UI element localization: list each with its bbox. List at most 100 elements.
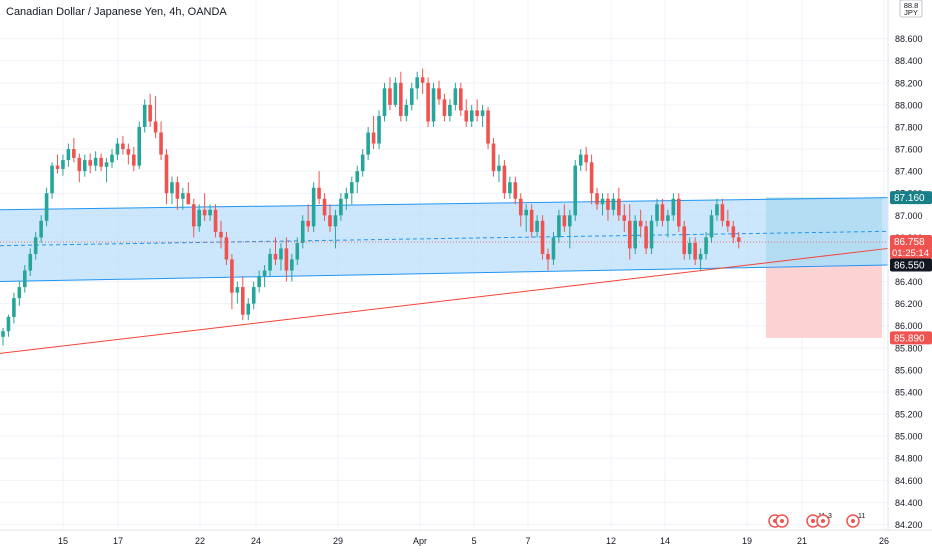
currency-badge: 88.8 JPY xyxy=(899,0,923,18)
candle-body xyxy=(366,132,370,155)
time-tick-label: 29 xyxy=(333,536,343,546)
stop-loss-price-label: 85.890 xyxy=(890,331,932,345)
time-tick-label: Apr xyxy=(413,536,427,546)
candle-body xyxy=(33,237,38,254)
candle-body xyxy=(224,237,229,260)
candle-body xyxy=(284,248,289,271)
price-tick-label: 85.600 xyxy=(895,365,923,375)
candle-body xyxy=(529,209,534,232)
candle-body xyxy=(448,104,452,116)
candle-body xyxy=(568,215,572,227)
candle-body xyxy=(306,220,310,227)
price-tick-label: 87.000 xyxy=(895,211,923,221)
candle-body xyxy=(409,88,414,105)
candle-body xyxy=(453,88,458,105)
candle-body xyxy=(17,287,22,299)
candle-body xyxy=(442,99,447,116)
candle-body xyxy=(617,198,621,216)
time-tick-label: 22 xyxy=(195,536,205,546)
price-tick-label: 87.800 xyxy=(895,122,923,132)
candle-body xyxy=(77,157,82,172)
candle-body xyxy=(213,209,218,232)
event-icon-2[interactable] xyxy=(775,514,789,528)
time-tick-label: 21 xyxy=(797,536,807,546)
svg-text:86.758: 86.758 xyxy=(894,237,925,248)
candle-body xyxy=(99,157,103,167)
candles xyxy=(1,68,741,346)
candle-body xyxy=(28,253,33,271)
event-icons[interactable]: 11 3 11 xyxy=(768,513,865,528)
candle-body xyxy=(393,82,398,105)
event-icon-5[interactable]: 11 xyxy=(846,513,865,528)
candle-body xyxy=(622,215,627,221)
candle-body xyxy=(377,115,381,144)
candle-body xyxy=(235,287,240,293)
candle-body xyxy=(186,193,191,205)
candle-body xyxy=(175,182,180,199)
candle-body xyxy=(644,226,648,249)
currency-badge-price: 88.8 xyxy=(904,1,919,10)
channel-upper-line xyxy=(0,197,889,211)
candle-body xyxy=(513,182,518,199)
price-tick-label: 88.200 xyxy=(895,78,923,88)
candle-body xyxy=(1,331,5,337)
candle-body xyxy=(584,154,588,163)
candle-body xyxy=(355,171,360,183)
price-tick-label: 84.800 xyxy=(895,454,923,464)
candle-body xyxy=(197,209,201,227)
candle-body xyxy=(311,187,316,227)
candle-body xyxy=(279,248,283,260)
candle-body xyxy=(388,88,392,105)
candle-body xyxy=(191,204,196,227)
candle-body xyxy=(339,198,343,216)
candle-body xyxy=(82,160,87,172)
candle-body xyxy=(437,88,441,100)
price-tick-label: 87.400 xyxy=(895,167,923,177)
candle-body xyxy=(268,253,272,271)
price-tick-label: 85.400 xyxy=(895,387,923,397)
candle-body xyxy=(704,237,708,254)
candle-body xyxy=(262,270,267,277)
currency-badge-code: JPY xyxy=(904,8,918,17)
trendline[interactable] xyxy=(0,247,889,354)
price-tick-label: 84.400 xyxy=(895,498,923,508)
candle-body xyxy=(170,182,174,194)
candle-body xyxy=(181,193,185,199)
svg-text:85.890: 85.890 xyxy=(894,333,925,344)
candle-body xyxy=(159,132,163,155)
price-tick-label: 85.000 xyxy=(895,432,923,442)
channel-fill xyxy=(0,197,888,282)
price-tick-label: 85.200 xyxy=(895,410,923,420)
price-axis[interactable]: 88.600 88.400 88.200 88.000 87.800 87.600 87.4… xyxy=(895,34,923,530)
candle-body xyxy=(137,126,142,166)
loss-zone xyxy=(766,265,882,338)
candle-body xyxy=(475,110,479,116)
price-tick-label: 86.200 xyxy=(895,299,923,309)
candle-body xyxy=(677,198,681,227)
candle-body xyxy=(698,253,703,260)
candle-body xyxy=(464,110,469,122)
candle-body xyxy=(627,220,632,249)
candle-body xyxy=(415,77,419,89)
candle-body xyxy=(595,193,599,205)
event-icon-4[interactable]: 3 xyxy=(816,513,832,528)
candle-body xyxy=(731,226,736,238)
price-tick-label: 86.000 xyxy=(895,321,923,331)
price-tick-label: 88.400 xyxy=(895,56,923,66)
price-tick-label: 87.600 xyxy=(895,145,923,155)
candle-body xyxy=(164,154,169,194)
candle-body xyxy=(350,182,354,194)
time-tick-label: 24 xyxy=(251,536,261,546)
candle-body xyxy=(333,215,338,227)
candle-body xyxy=(55,165,60,169)
time-axis[interactable]: 15 17 22 24 29 Apr 5 7 12 14 19 21 26 xyxy=(58,536,889,546)
time-tick-label: 7 xyxy=(525,536,530,546)
candle-body xyxy=(93,157,98,166)
candle-body xyxy=(655,204,659,221)
price-channel[interactable] xyxy=(0,197,889,283)
candle-body xyxy=(148,104,152,122)
candle-body xyxy=(251,287,256,304)
candle-body xyxy=(142,104,147,127)
